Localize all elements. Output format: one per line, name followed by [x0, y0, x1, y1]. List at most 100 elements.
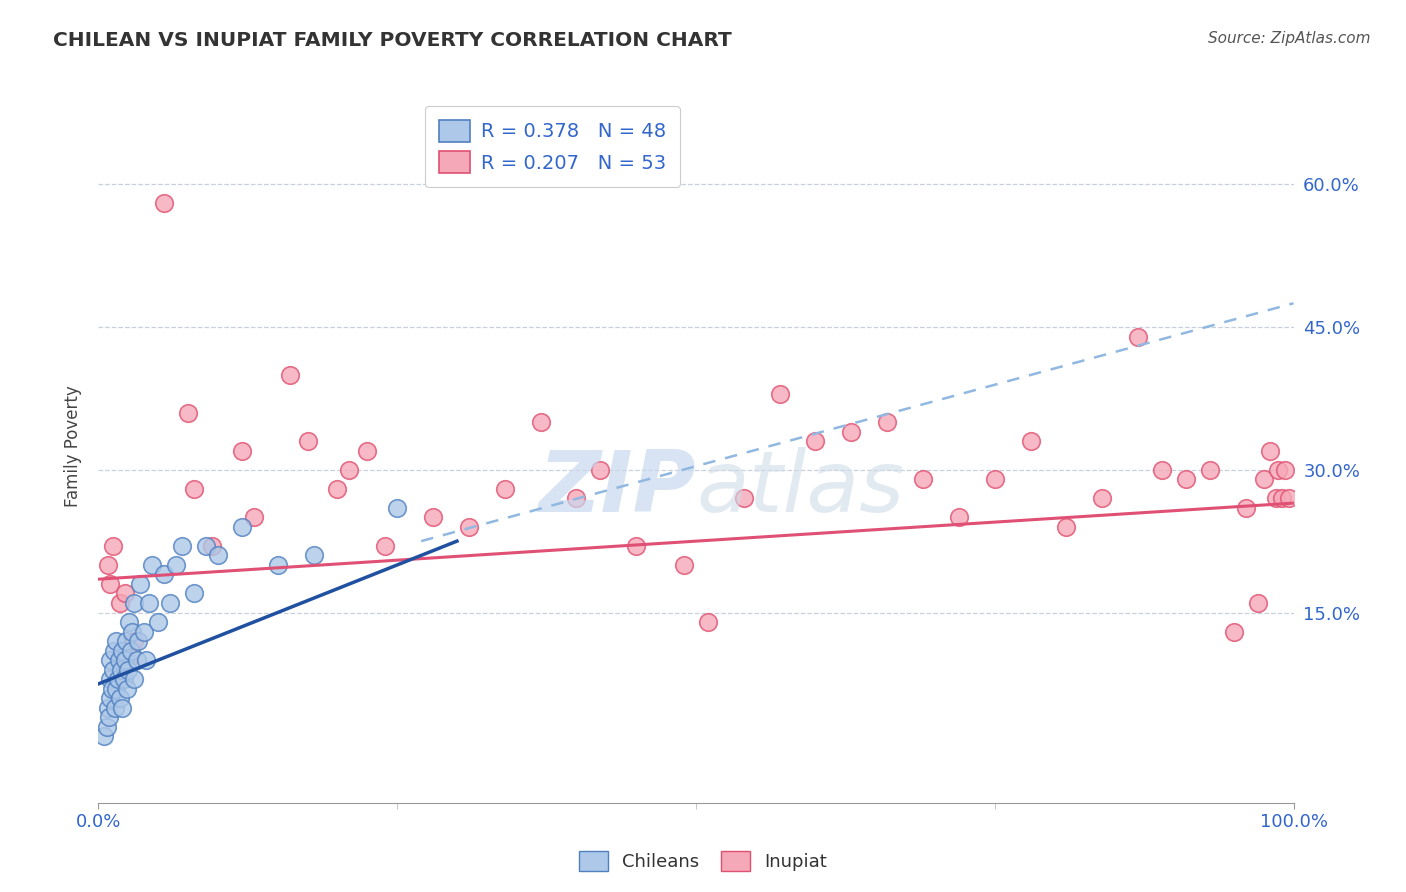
Point: [1056, 520, 1078, 534]
Point: [141, 558, 163, 572]
Point: [278, 368, 301, 382]
Point: [458, 520, 481, 534]
Point: [422, 510, 444, 524]
Text: Source: ZipAtlas.com: Source: ZipAtlas.com: [1208, 31, 1371, 46]
Point: [697, 615, 720, 629]
Point: [565, 491, 588, 506]
Point: [135, 653, 157, 667]
Point: [1091, 491, 1114, 506]
Point: [302, 549, 325, 563]
Point: [107, 672, 129, 686]
Text: CHILEAN VS INUPIAT FAMILY POVERTY CORRELATION CHART: CHILEAN VS INUPIAT FAMILY POVERTY CORREL…: [53, 31, 733, 50]
Point: [1128, 329, 1150, 343]
Y-axis label: Family Poverty: Family Poverty: [63, 385, 82, 507]
Point: [494, 482, 516, 496]
Point: [177, 406, 200, 420]
Point: [114, 653, 136, 667]
Point: [124, 596, 146, 610]
Point: [326, 482, 349, 496]
Point: [374, 539, 396, 553]
Point: [1234, 500, 1257, 515]
Point: [589, 463, 612, 477]
Point: [530, 415, 553, 429]
Point: [1264, 491, 1286, 506]
Point: [98, 653, 122, 667]
Point: [267, 558, 290, 572]
Point: [165, 558, 187, 572]
Point: [626, 539, 648, 553]
Point: [876, 415, 898, 429]
Point: [111, 643, 134, 657]
Point: [243, 510, 266, 524]
Point: [127, 634, 149, 648]
Point: [93, 729, 115, 743]
Point: [1199, 463, 1222, 477]
Point: [114, 586, 136, 600]
Point: [121, 624, 143, 639]
Point: [195, 539, 218, 553]
Point: [115, 681, 138, 696]
Point: [1019, 434, 1042, 449]
Point: [100, 681, 122, 696]
Point: [201, 539, 224, 553]
Point: [385, 500, 409, 515]
Point: [120, 643, 142, 657]
Point: [948, 510, 970, 524]
Point: [110, 663, 132, 677]
Legend: R = 0.378   N = 48, R = 0.207   N = 53: R = 0.378 N = 48, R = 0.207 N = 53: [425, 106, 681, 187]
Point: [1267, 463, 1289, 477]
Point: [768, 386, 790, 401]
Point: [124, 634, 146, 648]
Point: [984, 472, 1007, 486]
Point: [129, 577, 152, 591]
Point: [1278, 491, 1301, 506]
Point: [108, 691, 131, 706]
Point: [138, 596, 160, 610]
Point: [1271, 491, 1294, 506]
Point: [98, 672, 122, 686]
Text: atlas: atlas: [696, 447, 904, 531]
Legend: Chileans, Inupiat: Chileans, Inupiat: [572, 844, 834, 879]
Point: [231, 443, 253, 458]
Point: [103, 643, 125, 657]
Point: [1247, 596, 1270, 610]
Point: [112, 672, 135, 686]
Point: [98, 691, 122, 706]
Point: [159, 596, 181, 610]
Point: [124, 672, 146, 686]
Point: [97, 558, 120, 572]
Point: [297, 434, 319, 449]
Point: [117, 653, 139, 667]
Point: [911, 472, 934, 486]
Point: [356, 443, 378, 458]
Point: [673, 558, 696, 572]
Point: [153, 196, 176, 211]
Point: [115, 634, 138, 648]
Point: [104, 700, 127, 714]
Point: [1253, 472, 1275, 486]
Point: [183, 482, 205, 496]
Point: [101, 539, 124, 553]
Point: [231, 520, 253, 534]
Point: [105, 634, 128, 648]
Point: [733, 491, 755, 506]
Point: [841, 425, 863, 439]
Point: [96, 720, 118, 734]
Point: [111, 700, 134, 714]
Point: [207, 549, 229, 563]
Point: [125, 653, 148, 667]
Point: [339, 463, 361, 477]
Point: [101, 663, 124, 677]
Point: [153, 567, 176, 582]
Point: [117, 663, 139, 677]
Point: [804, 434, 827, 449]
Point: [98, 710, 121, 724]
Point: [148, 615, 170, 629]
Point: [172, 539, 194, 553]
Point: [1223, 624, 1246, 639]
Point: [108, 596, 131, 610]
Text: ZIP: ZIP: [538, 447, 696, 531]
Point: [105, 681, 128, 696]
Point: [1274, 463, 1296, 477]
Point: [98, 577, 122, 591]
